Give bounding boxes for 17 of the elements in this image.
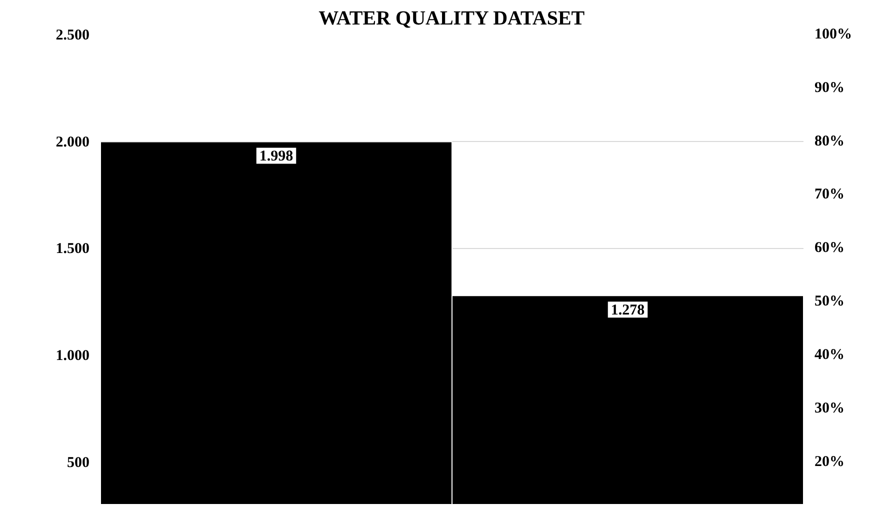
y-tick-label: 500 — [67, 454, 90, 471]
y2-tick-label: 70% — [814, 186, 844, 203]
chart-title: WATER QUALITY DATASET — [318, 8, 586, 30]
y2-tick-label: 80% — [814, 133, 844, 150]
y-tick-label: 1.500 — [56, 241, 90, 258]
y2-tick-label: 60% — [814, 240, 844, 256]
y2-tick-label: 30% — [814, 400, 844, 416]
y2-tick-label: 90% — [814, 80, 844, 96]
data-label: 1.998 — [259, 148, 294, 165]
y-tick-label: 1.000 — [56, 348, 90, 364]
y-tick-label: 2.500 — [56, 28, 90, 44]
y2-tick-label: 50% — [814, 294, 844, 310]
data-label: 1.278 — [610, 302, 645, 319]
y2-tick-label: 20% — [814, 454, 844, 470]
y2-tick-label: 40% — [814, 346, 844, 363]
y-tick-label: 2.000 — [56, 134, 90, 150]
y2-tick-label: 100% — [814, 26, 852, 42]
